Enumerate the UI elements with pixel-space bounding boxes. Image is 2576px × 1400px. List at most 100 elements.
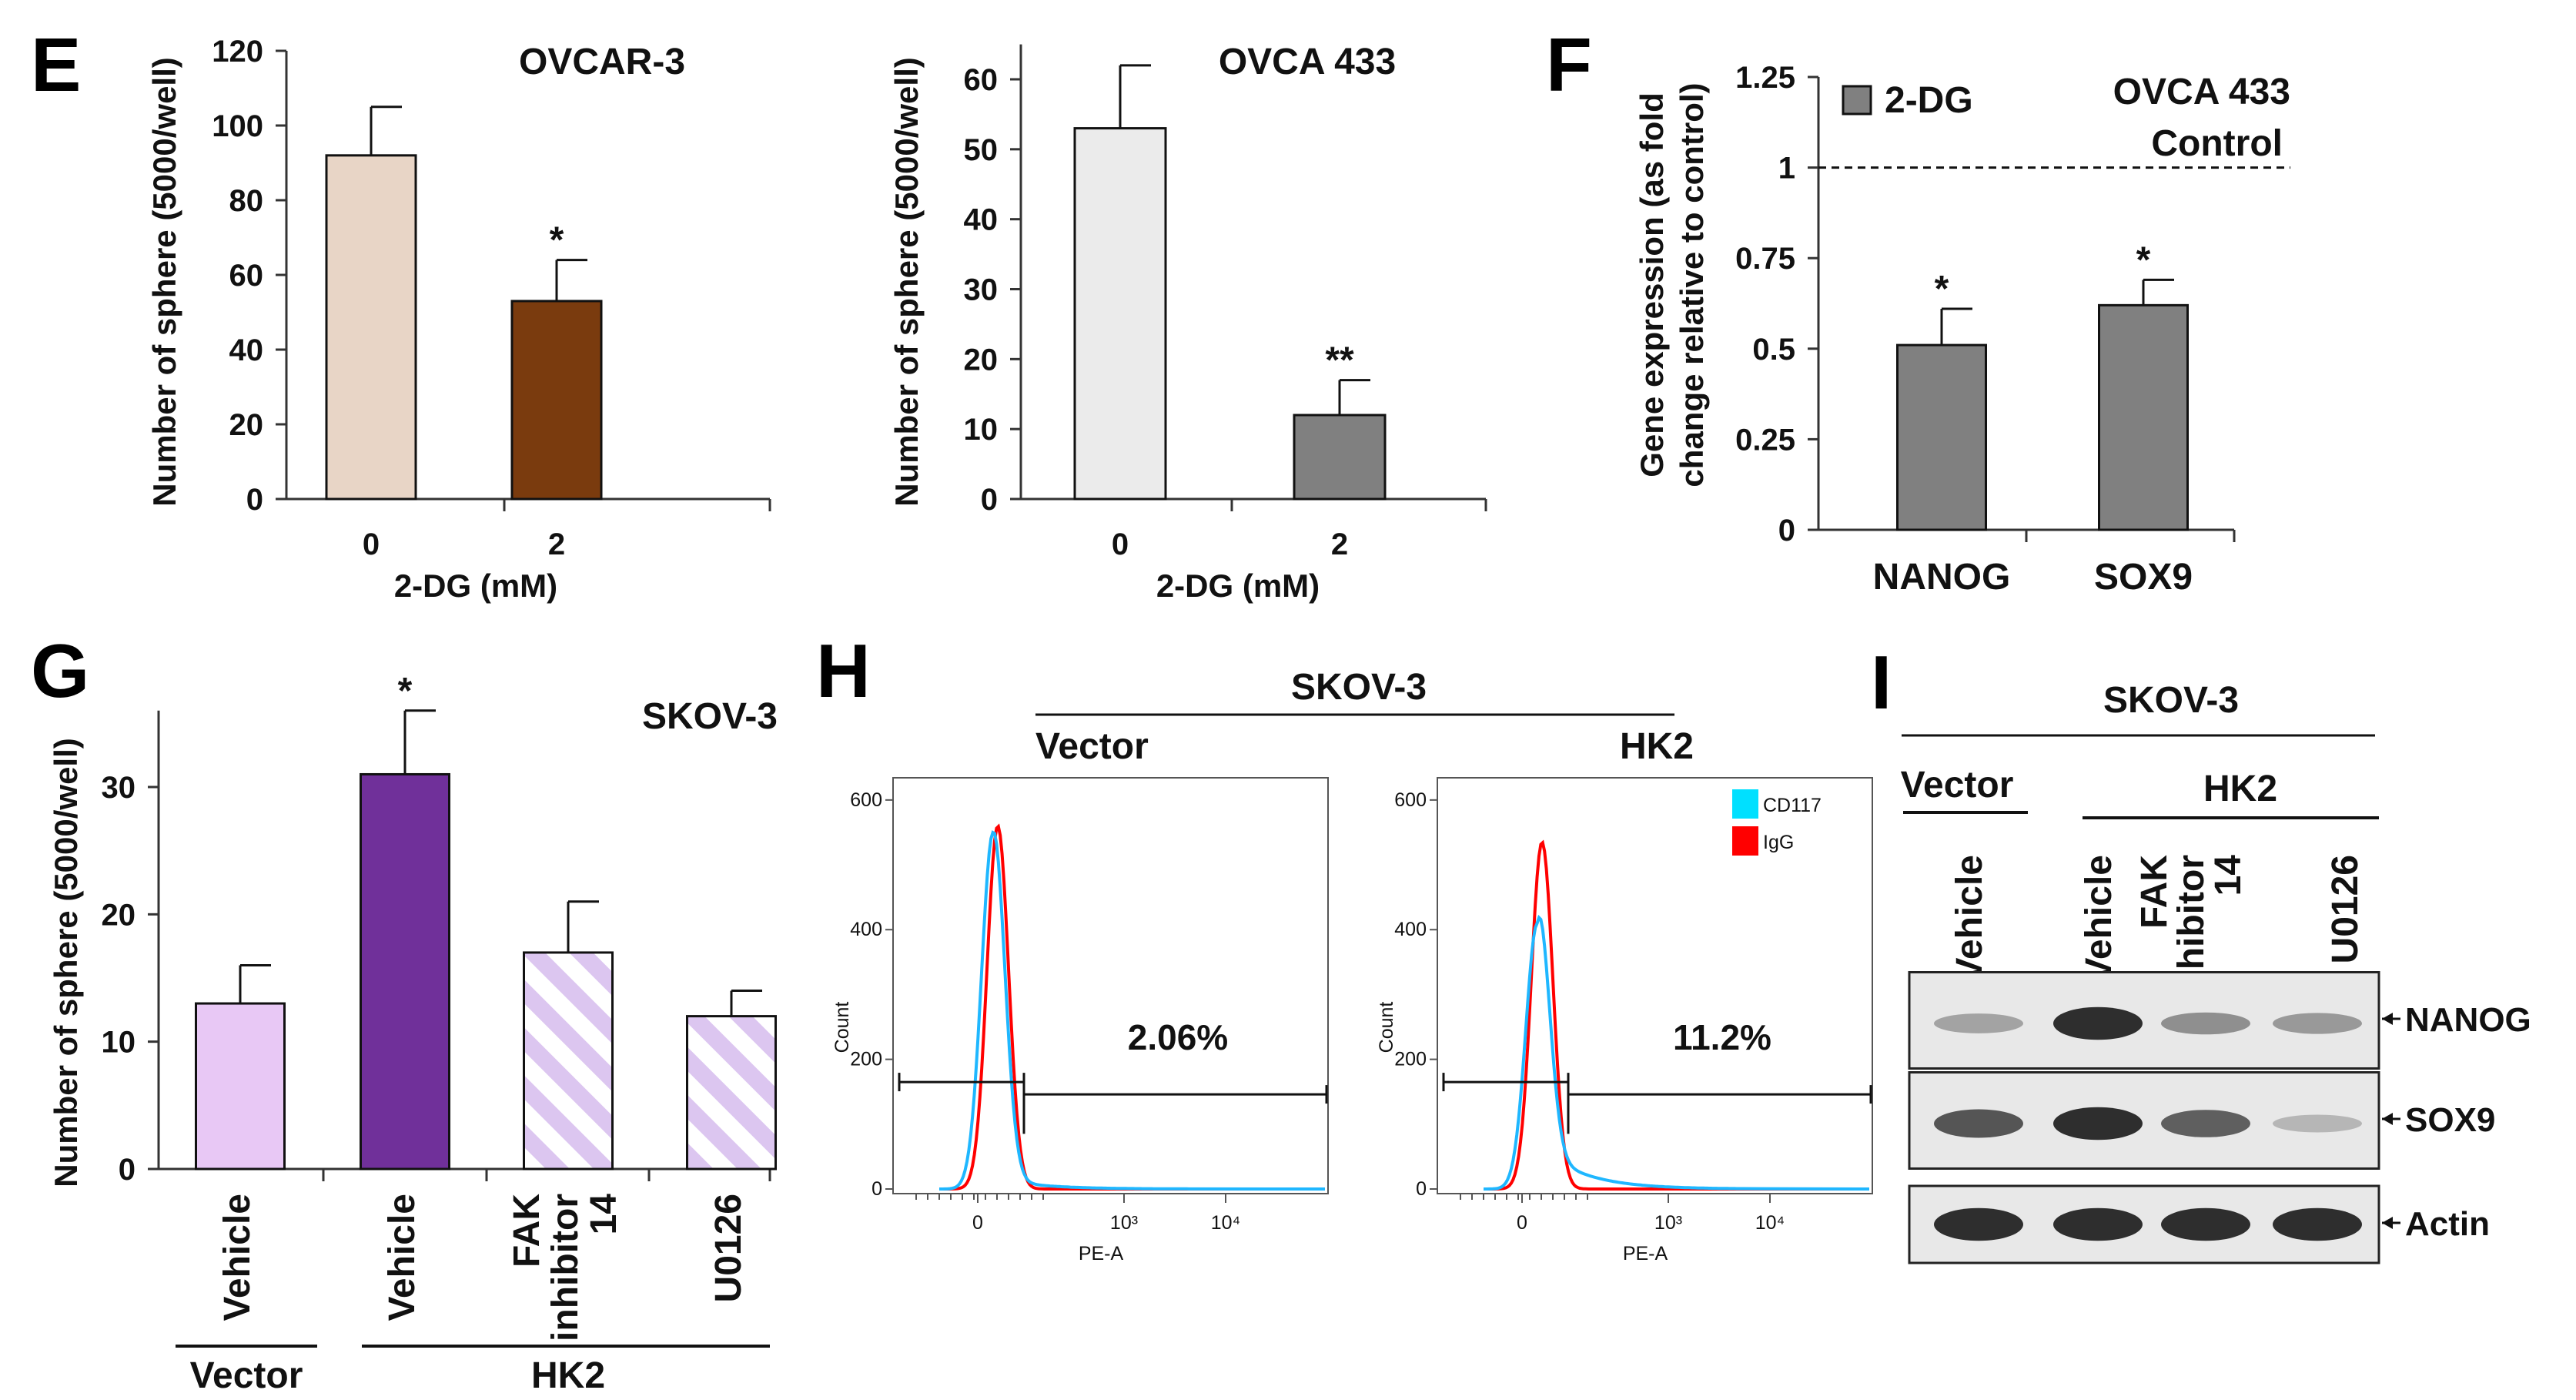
blot-band	[2161, 1012, 2250, 1035]
group-label: Vector	[190, 1355, 303, 1396]
bar-chart-e1: 0 20 40 60 80 100 120 * OVCAR-3 0 2 2-DG (mM) Number…	[146, 35, 771, 604]
flow-histogram-panel: SKOV-3 Vector 0 200 400 600 Count 0 10³ 10⁴ PE-A 2.…	[831, 667, 1873, 1264]
blot-row-label: Actin	[2405, 1205, 2490, 1243]
panel-letter-f: F	[1546, 22, 1592, 107]
y-tick-label: 20	[229, 408, 264, 442]
chart-title: SKOV-3	[642, 696, 778, 737]
y-tick-label: 100	[212, 109, 263, 143]
y-tick-label: 0.25	[1735, 423, 1795, 457]
lane-label: Vehicle	[1949, 855, 1990, 982]
histogram-vector: Vector 0 200 400 600 Count 0 10³ 10⁴ PE-A 2.06%	[831, 726, 1329, 1264]
y-axis-label: Number of sphere (5000/well)	[888, 57, 925, 507]
y-tick-label: 1	[1778, 152, 1795, 186]
x-tick-label: 0	[972, 1212, 983, 1234]
group-label: HK2	[531, 1355, 605, 1396]
x-tick-label: 0	[1112, 528, 1129, 561]
y-tick-label: 30	[964, 273, 999, 307]
significance-marker: *	[2136, 239, 2151, 280]
y-tick-label: 0	[246, 483, 263, 517]
histogram-label: Vector	[1035, 726, 1149, 767]
plot-frame	[892, 777, 1329, 1194]
significance-marker: *	[1935, 269, 1949, 310]
significance-marker: *	[550, 220, 564, 261]
y-tick-label: 600	[850, 789, 882, 811]
bar-chart-e2: 0 10 20 30 40 50 60 ** OVCA 433 0 2 2-DG (mM) Number…	[888, 42, 1487, 604]
panel-letter-e: E	[31, 22, 81, 107]
y-tick-label: 200	[1394, 1049, 1427, 1070]
blot-row-label: SOX9	[2405, 1101, 2495, 1139]
blot-band	[1934, 1109, 2023, 1138]
cd117-curve	[1484, 914, 1870, 1191]
y-tick-label: 600	[1394, 789, 1427, 811]
chart-title: OVCAR-3	[519, 42, 685, 82]
lane-label: FAK	[2134, 855, 2175, 929]
bar	[1896, 343, 1987, 531]
x-tick-label: 2	[1331, 528, 1348, 561]
histogram-label: HK2	[1620, 726, 1694, 767]
y-axis-label: Count	[1376, 1002, 1397, 1053]
x-tick-label: 2	[548, 528, 565, 561]
blot-band	[2053, 1207, 2143, 1241]
lane-label: 14	[2208, 855, 2249, 896]
x-axis-label: 2-DG (mM)	[1156, 568, 1320, 604]
blot-row-label: NANOG	[2405, 1001, 2531, 1039]
bar	[360, 772, 450, 1171]
bar	[1293, 414, 1387, 501]
gate-percentage: 11.2%	[1673, 1017, 1771, 1057]
chart-title: OVCA 433	[1219, 42, 1396, 82]
x-tick-label: U0126	[708, 1194, 749, 1302]
bar	[523, 951, 614, 1171]
y-tick-label: 20	[964, 343, 999, 377]
y-tick-label: 0	[871, 1178, 882, 1200]
lane-label: Vehicle	[2079, 855, 2119, 982]
panel-letter-i: I	[1871, 640, 1892, 725]
arrow-head-icon	[2382, 1217, 2393, 1229]
y-tick-label: 0	[119, 1153, 135, 1187]
group-label: Vector	[1901, 765, 2014, 806]
x-tick-label: 10⁴	[1211, 1212, 1241, 1234]
blot-band	[2273, 1013, 2362, 1034]
y-axis-label: Number of sphere (5000/well)	[48, 738, 84, 1187]
chart-title: OVCA 433	[2113, 72, 2290, 112]
y-tick-label: 0	[1778, 514, 1795, 548]
x-tick-label: Vehicle	[382, 1194, 423, 1321]
x-axis-label: PE-A	[1079, 1243, 1124, 1264]
y-tick-label: 60	[229, 259, 264, 293]
gate-percentage: 2.06%	[1128, 1017, 1228, 1057]
legend-swatch	[1842, 85, 1872, 116]
y-tick-label: 10	[102, 1026, 136, 1060]
y-tick-label: 200	[850, 1049, 882, 1070]
y-tick-label: 0.75	[1735, 242, 1795, 276]
cd117-curve	[939, 830, 1326, 1191]
legend-swatch	[1732, 789, 1758, 819]
blot-band	[2161, 1207, 2250, 1241]
y-tick-label: 1.25	[1735, 61, 1795, 95]
y-tick-label: 0	[981, 483, 998, 517]
bar-chart-g: 0 10 20 30 * SKOV-3 Vehicle Vehicle FAKinhibitor…	[48, 671, 778, 1396]
legend-swatch	[1732, 826, 1758, 856]
y-tick-label: 400	[1394, 919, 1427, 940]
bar	[195, 1002, 286, 1171]
x-tick-label: 10³	[1110, 1212, 1138, 1234]
bar	[325, 154, 417, 501]
plot-frame	[1437, 777, 1873, 1194]
legend-label: 2-DG	[1885, 80, 1973, 121]
igg-curve	[939, 823, 1325, 1191]
legend-label: CD117	[1763, 795, 1822, 816]
y-tick-label: 50	[964, 133, 999, 167]
significance-marker: **	[1325, 340, 1354, 381]
y-tick-label: 0.5	[1752, 333, 1795, 367]
x-tick-label: 10³	[1654, 1212, 1682, 1234]
y-tick-label: 120	[212, 35, 263, 69]
y-tick-label: 60	[964, 63, 999, 97]
x-axis-label: 2-DG (mM)	[394, 568, 557, 604]
blot-band	[1934, 1207, 2023, 1241]
y-axis-label: Number of sphere (5000/well)	[146, 57, 182, 507]
blot-title: SKOV-3	[2103, 680, 2239, 721]
blot-row-actin: Actin	[1908, 1184, 2490, 1264]
blot-row-nanog: NANOG	[1908, 971, 2531, 1070]
significance-marker: *	[398, 671, 413, 712]
y-axis-label-line2: change relative to control)	[1674, 82, 1710, 487]
x-tick-label: SOX9	[2094, 557, 2193, 598]
